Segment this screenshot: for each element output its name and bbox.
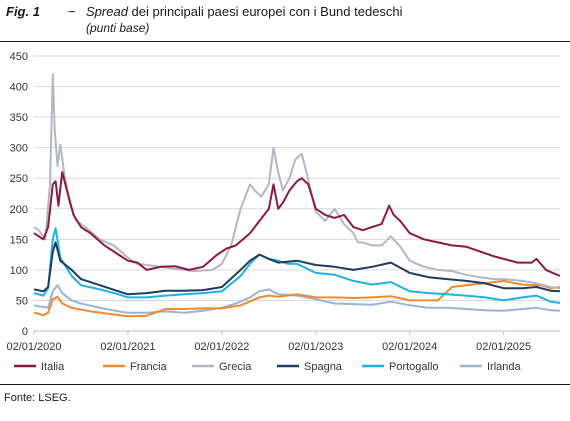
x-tick-label: 02/01/2020 [6,341,61,353]
figure-header: Fig. 1 − Spread dei principali paesi eur… [6,4,566,40]
bottom-rule [0,384,570,385]
figure-title-rest: dei principali paesi europei con i Bund … [127,4,403,19]
series-line-italia [33,171,561,277]
y-tick-label: 250 [10,173,28,185]
legend-item-francia: Francia [103,361,168,373]
legend-item-spagna: Spagna [277,361,343,373]
figure-title-italic: Spread [86,4,128,19]
y-tick-label: 450 [10,51,28,63]
x-axis: 02/01/2020 02/01/2021 02/01/2022 02/01/2023… [6,330,560,353]
y-tick-label: 400 [10,82,28,94]
y-tick-label: 50 [16,295,28,307]
legend-item-grecia: Grecia [192,361,252,373]
source-note: Fonte: LSEG. [4,392,71,404]
x-tick-label: 02/01/2021 [100,341,155,353]
x-tick-label: 02/01/2023 [288,341,343,353]
legend-item-portogallo: Portogallo [362,361,439,373]
y-tick-label: 200 [10,204,28,216]
legend-label: Portogallo [389,361,439,373]
x-tick-label: 02/01/2022 [194,341,249,353]
top-rule [0,41,570,42]
x-tick-label: 02/01/2025 [476,341,531,353]
series-lines [33,73,561,318]
legend-item-irlanda: Irlanda [460,361,522,373]
y-axis: 0 50 100 150 200 250 300 350 400 450 [10,51,28,338]
figure-title: Spread dei principali paesi europei con … [86,4,403,19]
y-tick-label: 350 [10,112,28,124]
series-line-francia [33,279,561,318]
figure-subtitle: (punti base) [86,21,150,35]
series-line-irlanda [33,284,561,314]
legend-label: Spagna [304,361,343,373]
y-tick-label: 100 [10,265,28,277]
legend-item-italia: Italia [14,361,65,373]
series-line-spagna [33,241,561,296]
legend-label: Italia [41,361,65,373]
legend-label: Francia [130,361,168,373]
legend-label: Irlanda [487,361,522,373]
legend: Italia Francia Grecia Spagna Portogallo Irlan… [14,361,522,373]
y-tick-label: 300 [10,143,28,155]
figure-dash: − [68,4,76,19]
x-tick-label: 02/01/2024 [382,341,437,353]
figure-number: Fig. 1 [6,4,40,19]
legend-label: Grecia [219,361,252,373]
y-tick-label: 150 [10,234,28,246]
y-tick-label: 0 [22,326,28,338]
